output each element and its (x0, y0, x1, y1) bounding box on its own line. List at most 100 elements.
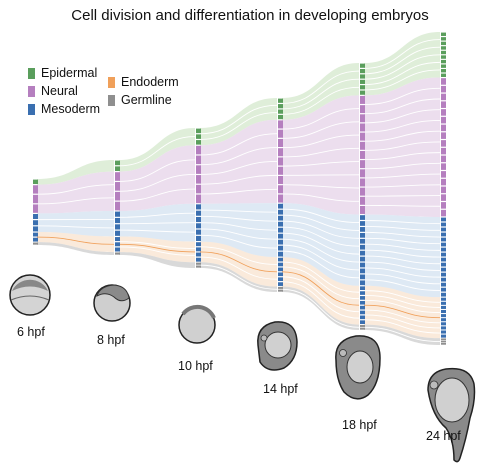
cell-bar-mesoderm (115, 230, 120, 236)
cell-bar-endoderm (278, 262, 283, 267)
cell-bar-epidermal (278, 109, 283, 114)
cell-bar-mesoderm (196, 223, 201, 229)
cell-bar-endoderm (360, 296, 365, 300)
stage-label-18hpf: 18 hpf (342, 418, 377, 432)
cell-bar-germline (441, 340, 446, 343)
cell-bar-mesoderm (196, 210, 201, 216)
flow-epidermal-0 (37, 160, 114, 185)
cell-bar-endoderm (441, 314, 446, 318)
cell-bar-endoderm (196, 252, 201, 257)
cell-bar-mesoderm (441, 247, 446, 252)
cell-bar-neural (115, 201, 120, 211)
flow-endoderm-line (36, 236, 115, 245)
flow-separator (281, 184, 360, 189)
flow-separator (363, 314, 441, 329)
legend-item-neural: Neural (28, 84, 78, 98)
flow-separator (363, 309, 441, 324)
cell-bar-neural (441, 132, 446, 139)
cell-bar-neural (441, 85, 446, 93)
legend-item-endoderm: Endoderm (108, 75, 179, 89)
flow-separator (199, 188, 278, 195)
flow-separator (281, 281, 360, 319)
cell-bar-neural (360, 187, 365, 196)
cell-bar-neural (278, 138, 283, 147)
flow-separator (363, 173, 441, 179)
flow-separator (281, 147, 360, 158)
cell-bar-endoderm (441, 330, 446, 334)
flow-separator (363, 195, 441, 197)
flow-endoderm-2 (200, 241, 277, 287)
cell-bar-neural (441, 147, 446, 155)
cell-bar-endoderm (360, 291, 365, 295)
flow-endoderm-line (363, 304, 441, 319)
legend-item-germline: Germline (108, 93, 172, 107)
flow-separator (363, 220, 441, 225)
cell-bar-germline (441, 338, 446, 341)
cell-bar-neural (115, 172, 120, 181)
cell-bar-epidermal (441, 69, 446, 73)
cell-bar-germline (115, 252, 120, 255)
flow-separator (281, 121, 360, 139)
cell-bar-endoderm (278, 277, 283, 282)
cell-bar-mesoderm (441, 277, 446, 282)
flow-germline-1 (119, 252, 195, 268)
flow-separator (118, 174, 196, 192)
cell-bar-germline (360, 324, 365, 327)
flow-separator (281, 261, 360, 293)
cell-bar-neural (115, 191, 120, 201)
cell-bar-neural (441, 93, 446, 101)
flow-separator (281, 220, 360, 239)
flow-separator (363, 130, 441, 142)
cell-bar-mesoderm (441, 227, 446, 232)
cell-bar-mesoderm (278, 233, 283, 239)
cell-bar-neural (441, 171, 446, 178)
cell-bar-epidermal (360, 68, 365, 74)
cell-bar-endoderm (360, 310, 365, 315)
cell-bar-mesoderm (441, 217, 446, 222)
flow-separator (36, 197, 115, 205)
cell-bar-mesoderm (360, 268, 365, 274)
flow-separator (281, 266, 360, 300)
cell-bar-mesoderm (33, 214, 38, 220)
cell-bar-epidermal (360, 74, 365, 79)
cell-bar-neural (360, 123, 365, 132)
legend-swatch-germline (108, 94, 115, 106)
cell-bar-neural (441, 101, 446, 108)
flow-separator (281, 276, 360, 313)
diagram-title: Cell division and differentiation in dev… (71, 7, 429, 24)
cell-bar-neural (360, 196, 365, 205)
flow-separator (199, 246, 278, 265)
flow-separator (363, 319, 441, 334)
cell-bar-neural (441, 109, 446, 116)
legend-label-neural: Neural (41, 84, 78, 98)
flow-separator (363, 162, 441, 170)
flow-separator (118, 222, 196, 225)
flow-separator (363, 204, 441, 207)
flow-mesoderm-4 (364, 214, 440, 298)
legend-label-endoderm: Endoderm (121, 75, 179, 89)
cell-bar-neural (441, 155, 446, 163)
lineage-flows (36, 32, 441, 345)
flow-endoderm-4 (364, 285, 440, 339)
cell-bar-epidermal (278, 114, 283, 120)
cell-bar-mesoderm (196, 229, 201, 235)
cell-bar-mesoderm (360, 262, 365, 268)
legend-item-epidermal: Epidermal (28, 66, 97, 80)
cell-bar-endoderm (115, 247, 120, 252)
cell-bar-neural (278, 175, 283, 185)
cell-bar-mesoderm (441, 287, 446, 292)
cell-bar-epidermal (360, 85, 365, 90)
flow-separator (199, 215, 278, 222)
cell-bar-epidermal (278, 98, 283, 103)
cell-bar-endoderm (278, 282, 283, 286)
cell-bar-neural (33, 185, 38, 194)
cell-bar-neural (441, 178, 446, 186)
cell-bar-mesoderm (278, 245, 283, 251)
cell-bar-mesoderm (278, 239, 283, 245)
flow-separator (199, 133, 278, 156)
cell-bar-neural (278, 185, 283, 194)
embryo-6hpf-icon (9, 274, 51, 316)
flow-separator (281, 86, 360, 115)
flow-separator (363, 225, 441, 231)
cell-bar-endoderm (33, 237, 38, 242)
